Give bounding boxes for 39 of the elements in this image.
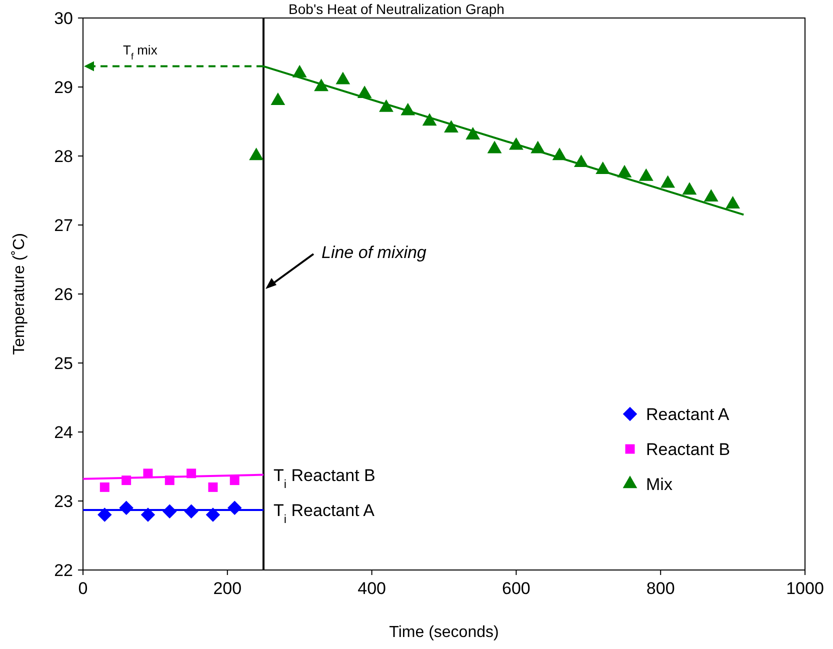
point	[660, 175, 676, 188]
x-tick-label: 400	[358, 579, 386, 598]
point	[270, 92, 286, 105]
legend-label: Mix	[646, 475, 673, 494]
point	[98, 508, 112, 522]
x-tick-label: 200	[213, 579, 242, 598]
chart-title: Bob's Heat of Neutralization Graph	[288, 1, 504, 17]
y-tick-label: 28	[54, 147, 73, 166]
point	[336, 72, 350, 84]
y-tick-label: 22	[54, 561, 73, 580]
annotation: T$_{i}$ Reactant B	[274, 466, 376, 491]
point	[249, 148, 264, 160]
x-axis-title: Time (seconds)	[389, 624, 499, 641]
legend-label: Reactant A	[646, 405, 730, 424]
y-tick-label: 29	[54, 78, 73, 97]
point	[100, 482, 110, 492]
y-tick-label: 25	[54, 354, 73, 373]
annotation: Line of mixing	[322, 243, 427, 262]
point	[704, 189, 718, 202]
x-tick-label: 600	[502, 579, 530, 598]
annotation: T$_{i}$ Reactant A	[274, 500, 376, 526]
x-tick-label: 800	[646, 579, 675, 598]
annotation: T$_{f}$ mix	[123, 42, 158, 62]
point	[466, 126, 480, 140]
point	[487, 140, 502, 154]
x-tick-label: 0	[78, 579, 88, 598]
point	[726, 196, 740, 208]
point	[682, 182, 697, 195]
y-tick-label: 30	[54, 9, 73, 28]
point	[230, 476, 240, 486]
y-tick-label: 26	[54, 285, 73, 304]
y-tick-label: 24	[54, 423, 73, 442]
y-tick-label: 23	[54, 492, 73, 511]
x-tick-label: 1000	[786, 579, 824, 598]
y-tick-label: 27	[54, 216, 73, 235]
point	[638, 168, 654, 181]
y-axis-title: Temperature (˚C)	[11, 233, 28, 355]
point	[208, 482, 218, 492]
legend-label: Reactant B	[646, 440, 730, 459]
